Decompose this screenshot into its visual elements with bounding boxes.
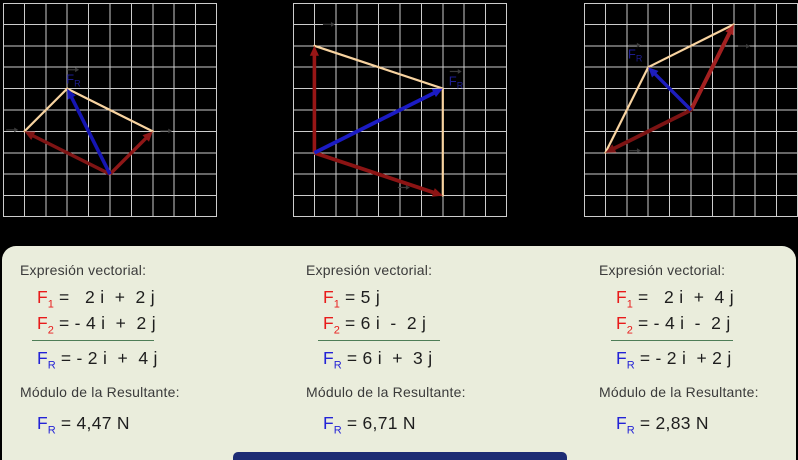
vector-panel-3: FR (584, 3, 798, 217)
equation-fr: FR = - 2 i + 2 j (616, 348, 732, 372)
force-label-arrow-2-head (168, 128, 173, 134)
section-heading: Expresión vectorial: (306, 262, 433, 278)
modulo-heading: Módulo de la Resultante: (599, 384, 759, 400)
vector-panel-2: FR (293, 3, 507, 217)
fr-symbol: FR (37, 413, 56, 437)
vector-fr (69, 94, 112, 176)
fr-label-arrow-head (636, 42, 641, 48)
vector-f1-head (725, 24, 734, 36)
fr-symbol: FR (37, 348, 56, 372)
vector-fr-head (67, 88, 76, 100)
force-label-arrow-1-head (746, 43, 751, 49)
f2-symbol: F2 (616, 313, 633, 337)
fr-symbol: FR (616, 348, 635, 372)
f1-symbol: F1 (616, 287, 633, 311)
equation-f2: F2 = - 4 i - 2 j (616, 313, 731, 337)
vector-f2-head (431, 188, 443, 197)
vector-f2 (313, 150, 436, 195)
fr-label-arrow-head (75, 67, 80, 73)
parallelogram-guide (647, 23, 735, 69)
vector-fr (652, 71, 693, 112)
vector-fr (313, 90, 437, 155)
result-value: FR = 6,71 N (323, 413, 416, 437)
vector-grid-3: FR (584, 3, 798, 217)
fr-label: FR (628, 47, 643, 64)
bottom-bar (233, 452, 567, 460)
force-label-arrow-2-head (405, 185, 410, 190)
force-label-arrow-2-head (636, 148, 641, 154)
sum-rule (32, 340, 154, 341)
vector-f2-head (605, 144, 617, 153)
vector-grid-2: FR (293, 3, 507, 217)
result-value: FR = 2,83 N (616, 413, 709, 437)
parallelogram-guide (313, 44, 444, 90)
force-label-arrow-1-head (330, 22, 335, 27)
f1-symbol: F1 (323, 287, 340, 311)
modulo-heading: Módulo de la Resultante: (20, 384, 180, 400)
section-heading: Expresión vectorial: (20, 262, 147, 278)
fr-symbol: FR (323, 348, 342, 372)
fr-label: FR (449, 73, 464, 90)
fr-label: FR (66, 71, 81, 88)
vector-f1 (108, 135, 149, 176)
equation-fr: FR = - 2 i + 4 j (37, 348, 158, 372)
equation-f1: F1 = 2 i + 2 j (37, 287, 155, 311)
f2-symbol: F2 (323, 313, 340, 337)
equation-fr: FR = 6 i + 3 j (323, 348, 433, 372)
vector-f2 (611, 108, 692, 151)
f2-symbol: F2 (37, 313, 54, 337)
vector-fr-head (648, 67, 659, 78)
vector-f2 (30, 133, 111, 176)
equation-f1: F1 = 5 j (323, 287, 381, 311)
f1-symbol: F1 (37, 287, 54, 311)
vector-panel-1: FR (3, 3, 217, 217)
vector-f1-head (309, 45, 319, 56)
parallelogram-guide (604, 66, 650, 154)
grid (293, 3, 507, 217)
equation-f2: F2 = - 4 i + 2 j (37, 313, 156, 337)
section-heading: Expresión vectorial: (599, 262, 726, 278)
vector-grid-1: FR (3, 3, 217, 217)
sum-rule (611, 340, 733, 341)
vector-fr-head (431, 88, 443, 98)
column-1: Expresión vectorial: F1 = 2 i + 2 j F2 =… (20, 262, 270, 436)
fr-label-arrow-head (457, 69, 462, 74)
parallelogram-guide (66, 87, 154, 133)
equation-f1: F1 = 2 i + 4 j (616, 287, 734, 311)
fr-symbol: FR (616, 413, 635, 437)
column-3: Expresión vectorial: F1 = 2 i + 4 j F2 =… (599, 262, 798, 436)
vector-f1 (689, 30, 733, 111)
parallelogram-guide (23, 87, 69, 133)
force-label-arrow-1-head (14, 127, 19, 133)
text-board: Expresión vectorial: F1 = 2 i + 2 j F2 =… (2, 246, 796, 460)
modulo-heading: Módulo de la Resultante: (306, 384, 466, 400)
vector-f1-head (142, 131, 153, 142)
fr-symbol: FR (323, 413, 342, 437)
equation-f2: F2 = 6 i - 2 j (323, 313, 427, 337)
result-value: FR = 4,47 N (37, 413, 130, 437)
sum-rule (318, 340, 440, 341)
vector-f2-head (24, 131, 36, 140)
column-2: Expresión vectorial: F1 = 5 j F2 = 6 i -… (306, 262, 556, 436)
